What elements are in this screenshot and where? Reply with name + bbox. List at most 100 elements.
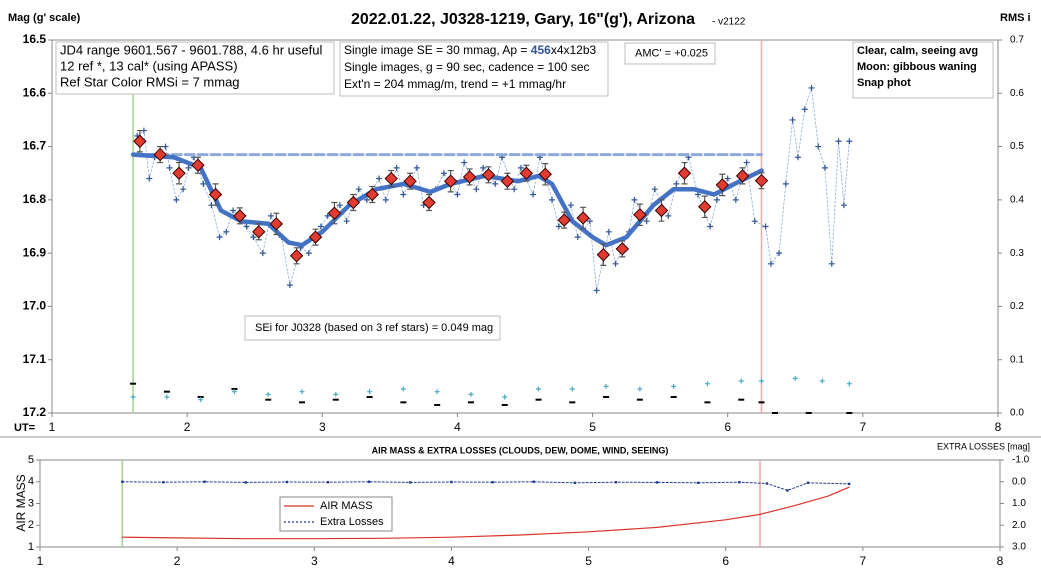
y2-tick-label: 1.0 <box>1012 498 1026 509</box>
point <box>782 180 789 187</box>
point <box>461 159 468 166</box>
point <box>673 180 680 187</box>
annotation-part: x4x12b3 <box>551 43 597 57</box>
annotation-text: SEi for J0328 (based on 3 ref stars) = 0… <box>255 322 493 334</box>
point <box>267 212 274 219</box>
y-tick-label: 4 <box>28 476 34 488</box>
point <box>806 481 810 485</box>
annotation-box <box>852 41 994 99</box>
y-tick-label: 16.5 <box>23 32 47 46</box>
point <box>532 480 535 483</box>
y2-tick-label: 2.0 <box>1012 520 1026 531</box>
x-tick-label: 6 <box>724 420 731 434</box>
point <box>243 223 250 230</box>
point <box>801 106 808 113</box>
y-tick-label: 16.9 <box>23 245 47 259</box>
point <box>724 175 731 182</box>
annotation-text: Moon: gibbous waning <box>857 61 977 73</box>
point <box>698 200 712 214</box>
point <box>759 378 764 384</box>
point <box>308 230 323 244</box>
y2-tick-label: 0.6 <box>1010 88 1024 99</box>
point <box>259 250 266 257</box>
point <box>146 175 153 182</box>
point <box>502 394 508 400</box>
point <box>166 164 173 171</box>
point <box>822 164 829 171</box>
point <box>434 389 440 395</box>
point <box>651 186 658 193</box>
point <box>615 242 630 256</box>
point <box>557 213 571 227</box>
y-tick-label: 16.6 <box>23 85 47 99</box>
point <box>536 386 542 392</box>
legend-label: AIR MASS <box>320 500 373 512</box>
point <box>573 481 577 485</box>
annotation-text: JD4 range 9601.567 - 9601.788, 4.6 hr us… <box>60 42 322 57</box>
point <box>299 389 305 395</box>
chart-subtitle: - v2122 <box>712 17 746 28</box>
point <box>762 223 769 230</box>
point <box>216 234 223 241</box>
y2-tick-label: 0.3 <box>1010 248 1024 259</box>
point <box>172 166 186 180</box>
point <box>231 389 237 395</box>
point <box>715 178 730 192</box>
series-line <box>121 486 850 540</box>
point <box>384 171 398 186</box>
y-tick-label: 2 <box>28 519 34 531</box>
point <box>835 138 842 145</box>
point <box>574 234 581 241</box>
point <box>612 260 619 267</box>
y2-tick-label: 0.7 <box>1010 35 1024 46</box>
point <box>252 225 266 239</box>
point <box>751 218 758 225</box>
plot-area <box>39 459 1001 548</box>
series-line <box>121 481 850 491</box>
point <box>305 250 312 257</box>
point <box>203 480 206 483</box>
y2-tick-label: 0.1 <box>1010 354 1024 365</box>
point <box>355 186 362 193</box>
annotation-box <box>55 41 335 95</box>
point <box>468 391 474 397</box>
annotation-text: 12 ref *, 13 cal* (using APASS) <box>60 58 238 73</box>
point <box>450 480 453 484</box>
y-axis-label: AIR MASS <box>14 474 28 531</box>
y-tick-label: 1 <box>28 541 34 553</box>
point <box>269 217 284 231</box>
point <box>164 394 170 400</box>
annotation-text: Snap phot <box>857 77 911 89</box>
y2-tick-label: 0.0 <box>1012 476 1026 487</box>
point <box>162 143 169 150</box>
point <box>454 191 461 198</box>
point <box>382 196 389 203</box>
point <box>713 196 720 203</box>
point <box>491 480 494 484</box>
point <box>847 482 851 486</box>
point <box>422 195 436 210</box>
point <box>289 249 304 263</box>
point <box>121 480 124 483</box>
point <box>697 481 700 485</box>
point <box>846 381 852 387</box>
x-tick-label: 3 <box>319 420 326 434</box>
y-tick-label: 17.2 <box>23 405 47 419</box>
x-tick-label: 7 <box>860 420 867 434</box>
point <box>400 191 407 198</box>
point <box>233 209 247 223</box>
point <box>265 391 271 397</box>
point <box>819 378 825 384</box>
point <box>738 378 744 384</box>
point <box>130 394 136 400</box>
annotation-text: Single image SE = 30 mmag, Ap = 456x4x12… <box>344 43 597 57</box>
point <box>367 389 373 395</box>
y-tick-label: 17.1 <box>23 352 47 366</box>
point <box>596 248 611 262</box>
point <box>789 116 796 123</box>
point <box>603 383 609 389</box>
y-tick-label: 3 <box>28 497 34 509</box>
legend-label: Extra Losses <box>320 516 384 528</box>
point <box>808 84 815 91</box>
